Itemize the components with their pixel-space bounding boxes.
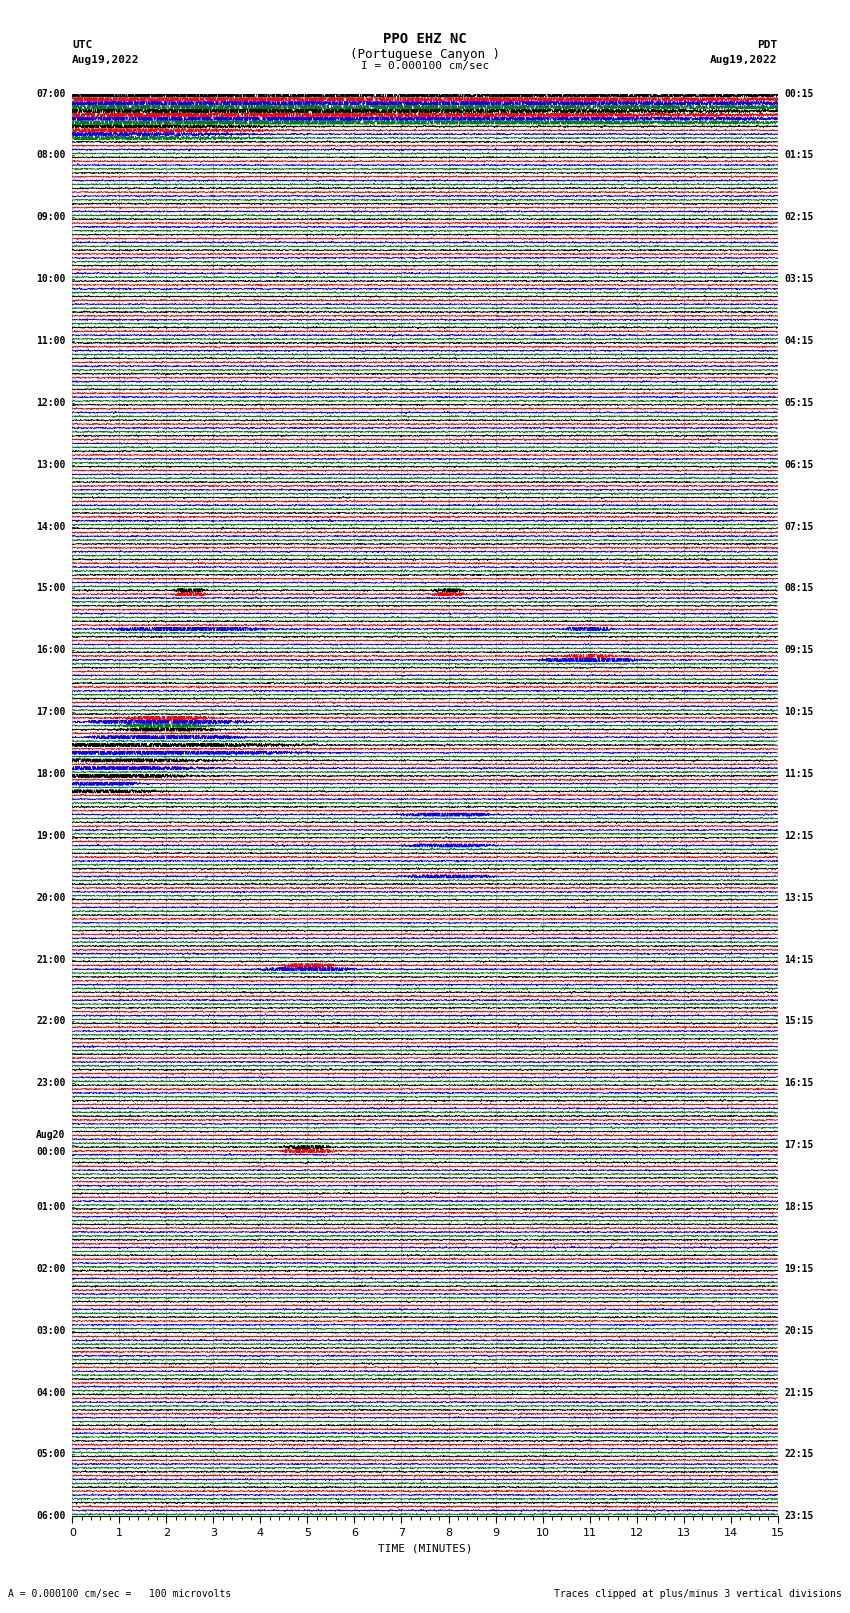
Text: 07:15: 07:15 (785, 521, 814, 532)
Text: 17:15: 17:15 (785, 1140, 814, 1150)
Text: 20:15: 20:15 (785, 1326, 814, 1336)
Text: 10:15: 10:15 (785, 706, 814, 718)
Text: (Portuguese Canyon ): (Portuguese Canyon ) (350, 48, 500, 61)
Text: 02:00: 02:00 (36, 1265, 65, 1274)
Text: 04:15: 04:15 (785, 336, 814, 345)
Text: 07:00: 07:00 (36, 89, 65, 98)
Text: Aug19,2022: Aug19,2022 (711, 55, 778, 65)
Text: 06:00: 06:00 (36, 1511, 65, 1521)
Text: 19:00: 19:00 (36, 831, 65, 840)
Text: 04:00: 04:00 (36, 1387, 65, 1397)
Text: 22:15: 22:15 (785, 1450, 814, 1460)
Text: 02:15: 02:15 (785, 213, 814, 223)
Text: 10:00: 10:00 (36, 274, 65, 284)
Text: 08:00: 08:00 (36, 150, 65, 160)
Text: 15:00: 15:00 (36, 584, 65, 594)
Text: 00:15: 00:15 (785, 89, 814, 98)
Text: PPO EHZ NC: PPO EHZ NC (383, 32, 467, 47)
Text: 03:00: 03:00 (36, 1326, 65, 1336)
Text: 01:15: 01:15 (785, 150, 814, 160)
Text: 21:15: 21:15 (785, 1387, 814, 1397)
Text: 23:00: 23:00 (36, 1077, 65, 1089)
Text: 11:00: 11:00 (36, 336, 65, 345)
Text: Traces clipped at plus/minus 3 vertical divisions: Traces clipped at plus/minus 3 vertical … (553, 1589, 842, 1598)
Text: 23:15: 23:15 (785, 1511, 814, 1521)
Text: 01:00: 01:00 (36, 1202, 65, 1211)
Text: 06:15: 06:15 (785, 460, 814, 469)
Text: 13:00: 13:00 (36, 460, 65, 469)
Text: 09:00: 09:00 (36, 213, 65, 223)
X-axis label: TIME (MINUTES): TIME (MINUTES) (377, 1544, 473, 1553)
Text: 14:00: 14:00 (36, 521, 65, 532)
Text: 05:15: 05:15 (785, 398, 814, 408)
Text: 18:00: 18:00 (36, 769, 65, 779)
Text: PDT: PDT (757, 40, 778, 50)
Text: 17:00: 17:00 (36, 706, 65, 718)
Text: 16:15: 16:15 (785, 1077, 814, 1089)
Text: 08:15: 08:15 (785, 584, 814, 594)
Text: 20:00: 20:00 (36, 892, 65, 903)
Text: A = 0.000100 cm/sec =   100 microvolts: A = 0.000100 cm/sec = 100 microvolts (8, 1589, 232, 1598)
Text: 13:15: 13:15 (785, 892, 814, 903)
Text: 12:15: 12:15 (785, 831, 814, 840)
Text: I = 0.000100 cm/sec: I = 0.000100 cm/sec (361, 61, 489, 71)
Text: Aug19,2022: Aug19,2022 (72, 55, 139, 65)
Text: 16:00: 16:00 (36, 645, 65, 655)
Text: 00:00: 00:00 (36, 1147, 65, 1157)
Text: 22:00: 22:00 (36, 1016, 65, 1026)
Text: 14:15: 14:15 (785, 955, 814, 965)
Text: 21:00: 21:00 (36, 955, 65, 965)
Text: UTC: UTC (72, 40, 93, 50)
Text: 19:15: 19:15 (785, 1265, 814, 1274)
Text: 09:15: 09:15 (785, 645, 814, 655)
Text: 18:15: 18:15 (785, 1202, 814, 1211)
Text: 12:00: 12:00 (36, 398, 65, 408)
Text: 11:15: 11:15 (785, 769, 814, 779)
Text: 15:15: 15:15 (785, 1016, 814, 1026)
Text: 03:15: 03:15 (785, 274, 814, 284)
Text: 05:00: 05:00 (36, 1450, 65, 1460)
Text: Aug20: Aug20 (36, 1131, 65, 1140)
